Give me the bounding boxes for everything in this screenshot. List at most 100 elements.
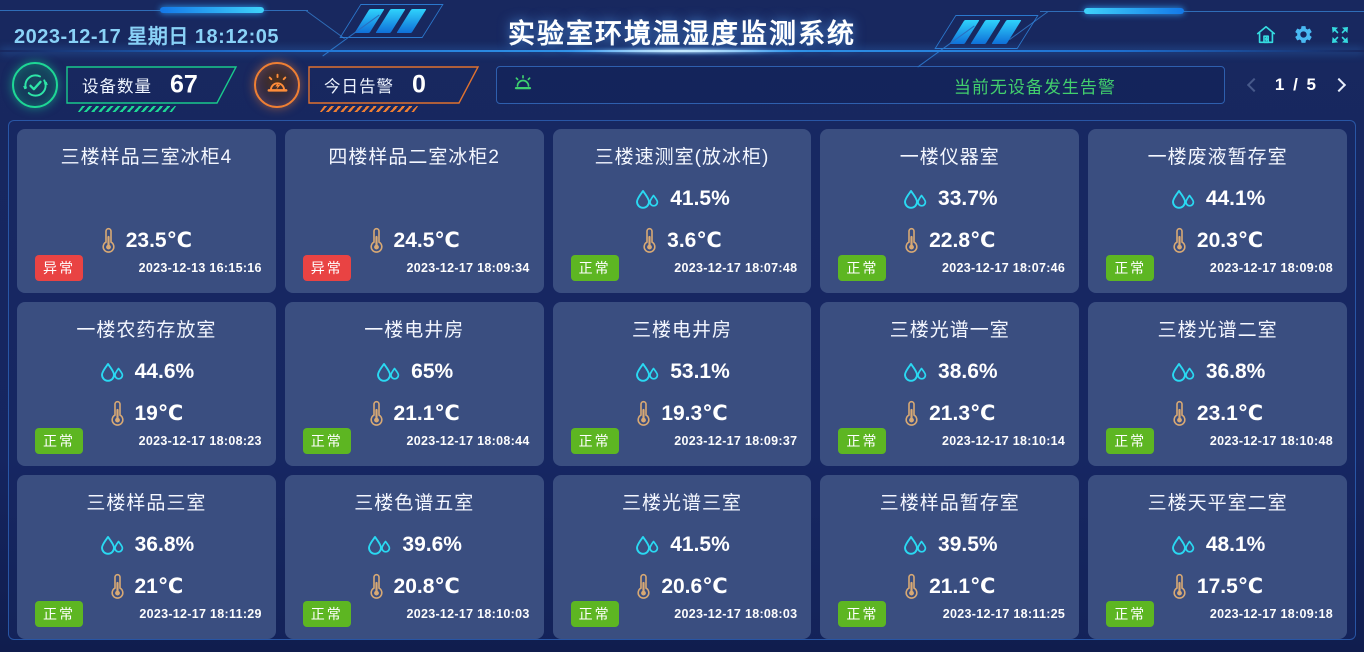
last-update-time: 2023-12-17 18:09:34 <box>406 261 530 275</box>
water-drops-icon <box>634 361 660 384</box>
device-card: 三楼速测室(放冰柜) 41.5% 3.6℃ 正常 2023-12 <box>552 129 812 293</box>
settings-gear-icon[interactable] <box>1293 24 1314 45</box>
humidity-reading: 36.8% <box>99 530 195 560</box>
last-update-time: 2023-12-17 18:08:23 <box>138 434 262 448</box>
alert-message: 当前无设备发生告警 <box>953 77 1116 97</box>
water-drops-icon <box>902 361 928 384</box>
temperature-value: 21.1℃ <box>929 574 996 598</box>
humidity-reading: 44.1% <box>1170 184 1266 214</box>
last-update-time: 2023-12-17 18:11:29 <box>139 607 262 621</box>
thermometer-icon <box>904 400 919 427</box>
last-update-time: 2023-12-17 18:07:48 <box>674 261 798 275</box>
thermometer-icon <box>101 227 116 254</box>
header: 2023-12-17 星期日 18:12:05 实验室环境温湿度监测系统 <box>0 0 1364 56</box>
temperature-reading: 20.8℃ <box>369 571 460 601</box>
room-name: 三楼样品三室 <box>86 493 207 514</box>
page-title: 实验室环境温湿度监测系统 <box>508 19 856 49</box>
water-drops-icon <box>1170 534 1196 557</box>
humidity-value: 44.1% <box>1205 187 1266 210</box>
status-badge: 异常 <box>302 255 351 281</box>
today-alarm-hatch-deco <box>319 106 419 112</box>
last-update-time: 2023-12-17 18:11:25 <box>942 607 1066 621</box>
page-indicator: 1 / 5 <box>1274 75 1318 94</box>
header-deco-glowbar-right <box>1084 8 1184 14</box>
thermometer-icon <box>369 227 384 254</box>
last-update-time: 2023-12-17 18:08:44 <box>406 434 530 448</box>
status-badge: 正常 <box>1106 601 1155 627</box>
temperature-value: 21.1℃ <box>393 401 460 425</box>
device-card: 三楼光谱三室 41.5% 20.6℃ 正常 2023-12-17 <box>552 475 812 639</box>
card-footer: 正常 2023-12-17 18:10:14 <box>820 428 1079 466</box>
device-card: 一楼电井房 65% 21.1℃ 正常 2023-12-17 18 <box>284 302 544 466</box>
thermometer-icon <box>642 227 657 254</box>
last-update-time: 2023-12-17 18:10:14 <box>942 434 1066 448</box>
humidity-value: 48.1% <box>1205 533 1266 556</box>
status-badge: 正常 <box>838 255 887 281</box>
alert-bar: 当前无设备发生告警 <box>496 66 1225 104</box>
today-alarm-stat: 今日告警 0 <box>254 62 480 112</box>
prev-page-button[interactable] <box>1246 77 1261 93</box>
device-card: 三楼样品三室冰柜4 23.5℃ 异常 2023-12-13 1 <box>17 129 276 293</box>
header-icon-group <box>1255 24 1350 45</box>
temperature-value: 20.3℃ <box>1196 228 1264 252</box>
water-drops-icon <box>99 361 125 384</box>
humidity-reading: 53.1% <box>634 357 730 387</box>
humidity-reading: 44.6% <box>99 357 194 387</box>
water-drops-icon <box>634 534 660 557</box>
device-card: 一楼仪器室 33.7% 22.8℃ 正常 2023-12-17 <box>820 129 1080 293</box>
room-name: 三楼样品暂存室 <box>879 493 1020 514</box>
room-name: 三楼色谱五室 <box>354 493 475 514</box>
stats-bar: 设备数量 67 今日告警 0 <box>0 56 1364 114</box>
temperature-value: 3.6℃ <box>667 228 722 252</box>
pagination: 1 / 5 <box>1241 75 1352 95</box>
device-card: 一楼废液暂存室 44.1% 20.3℃ 正常 2023-12-1 <box>1088 129 1347 293</box>
status-badge: 正常 <box>838 601 887 627</box>
humidity-value: 65% <box>411 360 454 383</box>
last-update-time: 2023-12-17 18:09:08 <box>1209 261 1333 275</box>
humidity-reading: 36.8% <box>1170 357 1266 387</box>
status-badge: 正常 <box>302 601 351 627</box>
device-card: 三楼天平室二室 48.1% 17.5℃ 正常 2023-12-1 <box>1088 475 1347 639</box>
humidity-value: 33.7% <box>938 187 998 210</box>
device-count-badge: 设备数量 67 <box>66 66 238 112</box>
temperature-reading: 21.3℃ <box>904 398 995 428</box>
card-footer: 正常 2023-12-17 18:08:44 <box>285 428 544 466</box>
temperature-reading: 23.5℃ <box>101 225 192 255</box>
water-drops-icon <box>902 534 928 557</box>
status-badge: 正常 <box>1106 255 1155 281</box>
water-drops-icon <box>375 361 401 384</box>
water-drops-icon <box>366 534 392 557</box>
temperature-value: 20.6℃ <box>661 574 728 598</box>
last-update-time: 2023-12-17 18:08:03 <box>674 607 798 621</box>
room-name: 三楼光谱二室 <box>1157 320 1278 341</box>
card-footer: 异常 2023-12-17 18:09:34 <box>285 255 544 293</box>
temperature-value: 17.5℃ <box>1196 574 1264 598</box>
home-icon[interactable] <box>1255 24 1277 45</box>
room-name: 三楼天平室二室 <box>1147 493 1288 514</box>
device-card-grid: 三楼样品三室冰柜4 23.5℃ 异常 2023-12-13 1 <box>8 120 1356 640</box>
room-name: 一楼仪器室 <box>899 147 1000 168</box>
temperature-value: 22.8℃ <box>929 228 996 252</box>
card-footer: 正常 2023-12-17 18:07:48 <box>553 255 812 293</box>
device-count-value: 67 <box>170 70 198 99</box>
check-refresh-icon <box>12 62 58 108</box>
temperature-reading: 23.1℃ <box>1172 398 1263 428</box>
card-footer: 正常 2023-12-17 18:08:03 <box>553 601 812 639</box>
temperature-reading: 20.6℃ <box>636 571 728 601</box>
room-name: 三楼光谱三室 <box>621 493 742 514</box>
temperature-reading: 22.8℃ <box>904 225 995 255</box>
humidity-value: 36.8% <box>1205 360 1266 383</box>
room-name: 四楼样品二室冰柜2 <box>328 147 500 168</box>
humidity-reading: 41.5% <box>634 530 730 560</box>
temperature-value: 21℃ <box>134 574 184 598</box>
humidity-reading: 38.6% <box>902 357 998 387</box>
fullscreen-icon[interactable] <box>1330 25 1350 45</box>
card-footer: 正常 2023-12-17 18:11:29 <box>17 601 276 639</box>
next-page-button[interactable] <box>1331 77 1347 93</box>
temperature-reading: 21.1℃ <box>904 571 995 601</box>
card-footer: 正常 2023-12-17 18:07:46 <box>820 255 1079 293</box>
thermometer-icon <box>1172 227 1187 254</box>
device-card: 三楼光谱二室 36.8% 23.1℃ 正常 2023-12-17 <box>1088 302 1347 466</box>
humidity-value: 39.6% <box>402 533 462 556</box>
humidity-value: 36.8% <box>134 533 195 556</box>
